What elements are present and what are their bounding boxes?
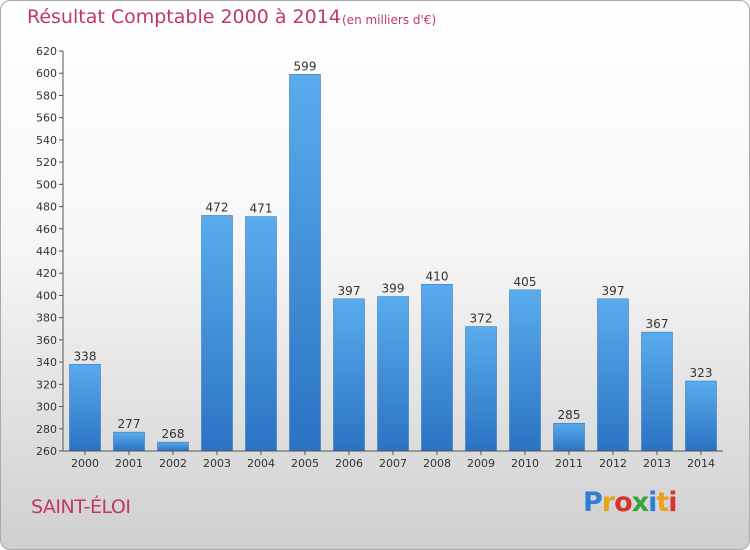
bar — [69, 364, 101, 452]
x-tick-label: 2005 — [291, 457, 319, 470]
y-tick-label: 280 — [36, 423, 57, 436]
y-tick-label: 540 — [36, 134, 57, 147]
commune-name: SAINT-ÉLOI — [31, 496, 131, 518]
chart-title: Résultat Comptable 2000 à 2014 — [27, 6, 341, 28]
chart-subtitle: (en milliers d'€) — [342, 13, 437, 27]
brand-letter: r — [601, 487, 615, 518]
bar — [201, 215, 233, 452]
brand-letter: i — [668, 487, 677, 518]
y-tick-label: 460 — [36, 223, 57, 236]
bar-value-label: 367 — [646, 317, 669, 331]
y-tick-label: 260 — [36, 445, 57, 458]
brand-logo: Proxiti — [583, 487, 678, 518]
y-tick-label: 520 — [36, 156, 57, 169]
bar-value-label: 399 — [382, 282, 405, 296]
bar — [113, 431, 145, 452]
bar — [685, 380, 717, 452]
y-tick-label: 340 — [36, 356, 57, 369]
x-tick-label: 2008 — [423, 457, 451, 470]
bar-value-label: 323 — [690, 366, 713, 380]
bar — [289, 74, 321, 452]
y-tick-label: 300 — [36, 401, 57, 414]
bar-value-label: 397 — [338, 284, 361, 298]
x-tick-label: 2013 — [643, 457, 671, 470]
bar — [333, 298, 365, 452]
y-tick-label: 620 — [36, 45, 57, 58]
bar — [421, 284, 453, 452]
bar-value-label: 372 — [470, 312, 493, 326]
y-tick-label: 600 — [36, 67, 57, 80]
bar-value-label: 338 — [74, 349, 97, 363]
x-tick-label: 2014 — [687, 457, 715, 470]
chart-title-text: Résultat Comptable 2000 à 2014 — [27, 6, 341, 28]
bar — [553, 422, 585, 452]
brand-letter: i — [648, 487, 657, 518]
bar — [641, 331, 673, 452]
y-tick-label: 360 — [36, 334, 57, 347]
x-tick-label: 2007 — [379, 457, 407, 470]
bar-value-label: 285 — [558, 408, 581, 422]
bar — [157, 441, 189, 452]
x-tick-label: 2012 — [599, 457, 627, 470]
x-tick-label: 2011 — [555, 457, 583, 470]
brand-letter: P — [583, 487, 603, 518]
x-tick-label: 2006 — [335, 457, 363, 470]
bar-value-label: 405 — [514, 275, 537, 289]
bar-value-label: 397 — [602, 284, 625, 298]
bar-value-label: 472 — [206, 200, 229, 214]
y-tick-label: 480 — [36, 201, 57, 214]
bar-value-label: 268 — [162, 427, 185, 441]
brand-letter: o — [614, 487, 633, 518]
x-tick-label: 2001 — [115, 457, 143, 470]
x-tick-label: 2004 — [247, 457, 275, 470]
bar — [465, 326, 497, 452]
bar-value-label: 277 — [118, 417, 141, 431]
brand-letter: x — [631, 487, 649, 518]
bar — [509, 289, 541, 452]
bar-value-label: 410 — [426, 269, 449, 283]
y-tick-label: 580 — [36, 89, 57, 102]
y-tick-label: 440 — [36, 245, 57, 258]
bar — [377, 296, 409, 452]
x-tick-label: 2010 — [511, 457, 539, 470]
x-tick-label: 2002 — [159, 457, 187, 470]
x-tick-label: 2000 — [71, 457, 99, 470]
bar-value-label: 599 — [294, 59, 317, 73]
bar — [245, 216, 277, 452]
x-tick-label: 2003 — [203, 457, 231, 470]
bar — [597, 298, 629, 452]
y-tick-label: 560 — [36, 112, 57, 125]
y-tick-label: 320 — [36, 378, 57, 391]
y-tick-label: 420 — [36, 267, 57, 280]
y-tick-label: 400 — [36, 289, 57, 302]
brand-letter: t — [656, 487, 669, 518]
y-tick-label: 500 — [36, 178, 57, 191]
x-tick-label: 2009 — [467, 457, 495, 470]
bar-value-label: 471 — [250, 202, 273, 216]
y-tick-label: 380 — [36, 312, 57, 325]
